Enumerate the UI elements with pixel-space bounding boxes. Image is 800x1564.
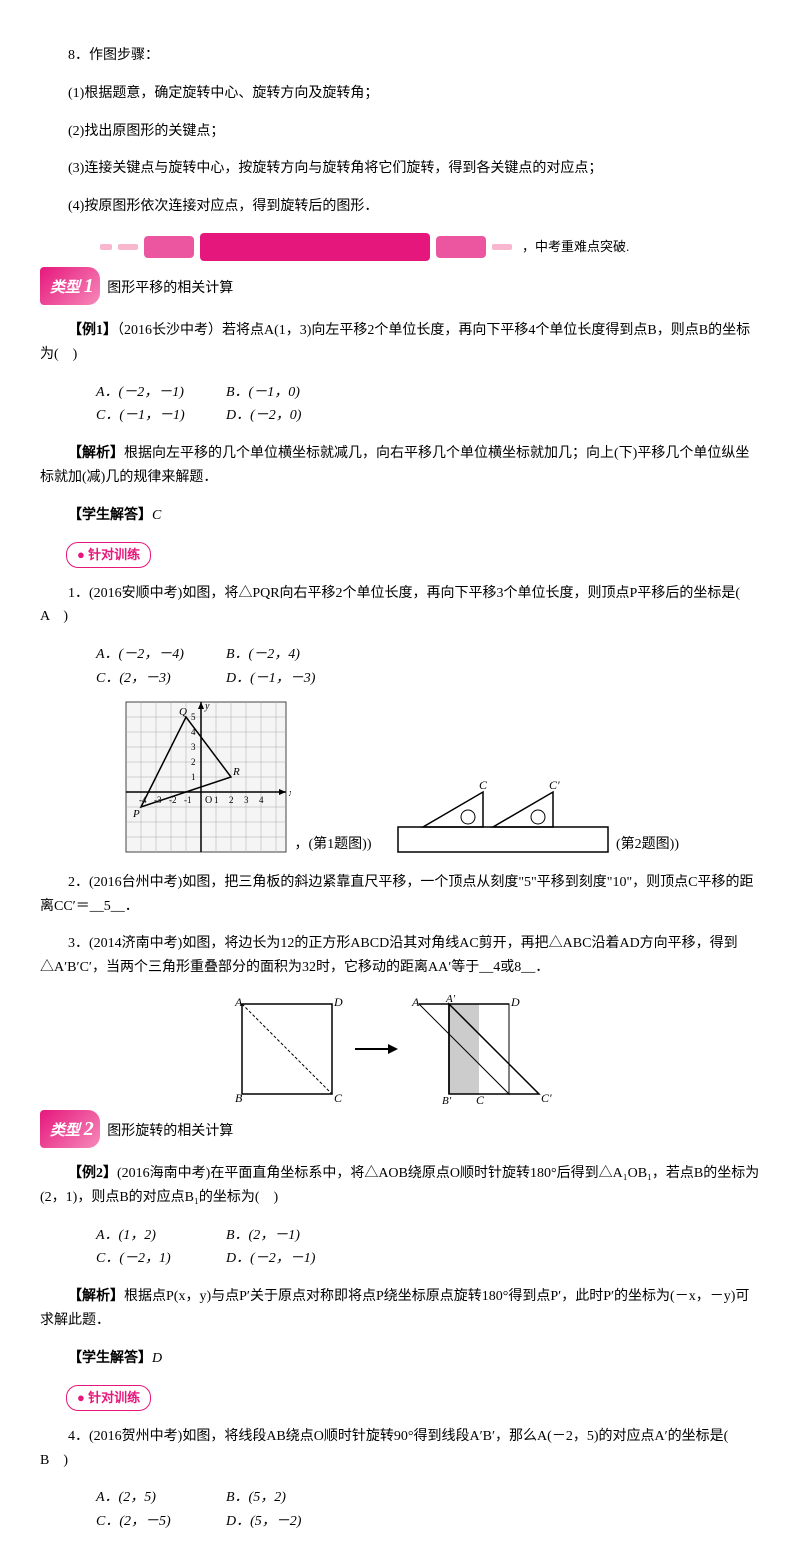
svg-text:2: 2	[229, 795, 234, 805]
svg-text:2: 2	[191, 757, 196, 767]
svg-text:A: A	[411, 995, 420, 1009]
svg-text:1: 1	[191, 772, 196, 782]
svg-text:C: C	[479, 778, 488, 792]
svg-text:y: y	[204, 701, 210, 712]
svg-text:P: P	[132, 808, 140, 820]
svg-text:4: 4	[191, 727, 196, 737]
training-tag: 针对训练	[66, 542, 151, 568]
example2-choices: A．(1，2)B．(2，－1)	[40, 1224, 760, 1248]
square-figure: A B C D	[227, 994, 347, 1104]
type2-title: 图形旋转的相关计算	[107, 1124, 233, 1139]
step-title: 8．作图步骤：	[40, 44, 760, 68]
example2-answer: 【学生解答】D	[40, 1347, 760, 1371]
svg-text:Q: Q	[179, 706, 187, 718]
section-banner: ，中考重难点突破.	[100, 233, 760, 261]
example2-choices2: C．(－2，1)D．(－2，－1)	[40, 1247, 760, 1271]
q2: 2．(2016台州中考)如图，把三角板的斜边紧靠直尺平移，一个顶点从刻度"5"平…	[40, 871, 760, 919]
example1-analysis: 【解析】根据向左平移的几个单位横坐标就减几，向右平移几个单位横坐标就加几；向上(…	[40, 442, 760, 490]
svg-text:-4: -4	[139, 795, 147, 805]
arrow-icon	[350, 994, 400, 1104]
svg-text:D: D	[510, 995, 520, 1009]
type2-heading: 类型 2 图形旋转的相关计算	[40, 1110, 760, 1148]
figure-row-1: P Q R O x y -4-3-2-1 1234 12345 ，(第1题图))…	[40, 697, 760, 857]
svg-text:D: D	[333, 995, 343, 1009]
ruler-figure: C C'	[393, 777, 613, 857]
svg-text:3: 3	[191, 742, 196, 752]
q4-choices: A．(2，5)B．(5，2)	[40, 1486, 760, 1510]
svg-text:-2: -2	[169, 795, 177, 805]
example2-analysis: 【解析】根据点P(x，y)与点P′关于原点对称即将点P绕坐标原点旋转180°得到…	[40, 1285, 760, 1333]
svg-text:C': C'	[541, 1091, 552, 1104]
example1: 【例1】（2016长沙中考）若将点A(1，3)向左平移2个单位长度，再向下平移4…	[40, 319, 760, 367]
svg-text:x: x	[288, 788, 291, 799]
q3: 3．(2014济南中考)如图，将边长为12的正方形ABCD沿其对角线AC剪开，再…	[40, 932, 760, 980]
training-tag-2: 针对训练	[66, 1385, 151, 1411]
svg-text:B: B	[235, 1091, 243, 1104]
q1-choices: A．(－2，－4)B．(－2，4)	[40, 643, 760, 667]
fig1-caption: ，(第1题图))	[295, 837, 372, 852]
svg-text:C: C	[476, 1093, 485, 1104]
example1-choices2: C．(－1，－1)D．(－2，0)	[40, 404, 760, 428]
step-2: (2)找出原图形的关键点；	[40, 120, 760, 144]
svg-text:A': A'	[445, 994, 456, 1005]
banner-text: ，中考重难点突破.	[522, 236, 629, 258]
step-3: (3)连接关键点与旋转中心，按旋转方向与旋转角将它们旋转，得到各关键点的对应点；	[40, 157, 760, 181]
example1-choices: A．(－2，－1)B．(－1，0)	[40, 381, 760, 405]
svg-text:3: 3	[244, 795, 249, 805]
svg-text:C': C'	[549, 778, 560, 792]
type1-heading: 类型 1 图形平移的相关计算	[40, 267, 760, 305]
step-1: (1)根据题意，确定旋转中心、旋转方向及旋转角；	[40, 82, 760, 106]
figure-row-2: A B C D A A' D B' C C'	[40, 994, 760, 1104]
example2: 【例2】(2016海南中考)在平面直角坐标系中，将△AOB绕原点O顺时针旋转18…	[40, 1162, 760, 1210]
svg-text:1: 1	[214, 795, 219, 805]
svg-text:R: R	[232, 766, 240, 778]
q1: 1．(2016安顺中考)如图，将△PQR向右平移2个单位长度，再向下平移3个单位…	[40, 582, 760, 630]
svg-text:-1: -1	[184, 795, 192, 805]
svg-text:C: C	[334, 1091, 343, 1104]
svg-text:4: 4	[259, 795, 264, 805]
svg-text:-3: -3	[154, 795, 162, 805]
svg-text:O: O	[205, 795, 212, 806]
q1-choices2: C．(2，－3)D．(－1，－3)	[40, 667, 760, 691]
grid-figure: P Q R O x y -4-3-2-1 1234 12345	[121, 697, 291, 857]
type1-title: 图形平移的相关计算	[107, 281, 233, 296]
q4-choices2: C．(2，－5)D．(5，－2)	[40, 1510, 760, 1534]
svg-text:A: A	[234, 995, 243, 1009]
svg-text:B': B'	[442, 1095, 452, 1104]
svg-text:5: 5	[191, 712, 196, 722]
step-4: (4)按原图形依次连接对应点，得到旋转后的图形．	[40, 195, 760, 219]
shifted-figure: A A' D B' C C'	[404, 994, 574, 1104]
q4: 4．(2016贺州中考)如图，将线段AB绕点O顺时针旋转90°得到线段A′B′，…	[40, 1425, 760, 1473]
example1-answer: 【学生解答】C	[40, 504, 760, 528]
fig2-caption: (第2题图))	[616, 837, 679, 852]
